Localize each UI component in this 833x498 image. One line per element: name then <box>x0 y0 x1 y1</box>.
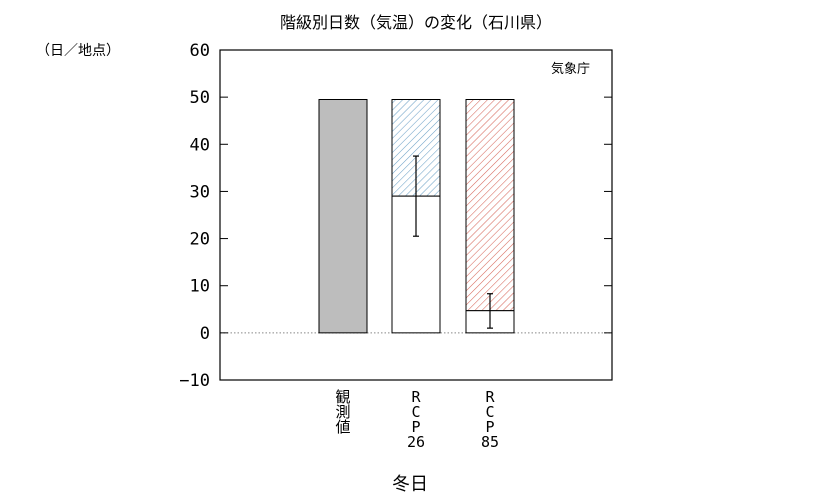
plot-frame <box>219 49 613 381</box>
bar-observed <box>318 99 368 334</box>
x-category-label: 観 <box>335 388 350 406</box>
x-category-label: C <box>485 403 494 421</box>
x-category-label: 測 <box>335 403 350 421</box>
x-category-label: 85 <box>481 433 499 451</box>
chart-title: 階級別日数（気温）の変化（石川県） <box>280 13 552 32</box>
x-category-label: R <box>485 388 495 406</box>
y-tick-label: 60 <box>190 41 210 61</box>
x-category-label: P <box>485 418 494 436</box>
y-tick-label: 20 <box>190 230 210 250</box>
bar-decrease-hatched <box>465 99 515 312</box>
y-tick-label: 50 <box>190 88 210 108</box>
y-tick-label: 10 <box>190 277 210 297</box>
x-category-label: 値 <box>335 418 350 436</box>
y-tick-label: 40 <box>190 135 210 155</box>
x-category-label: C <box>411 403 420 421</box>
x-category-label: R <box>411 388 421 406</box>
x-category-label: P <box>411 418 420 436</box>
credit-label: 気象庁 <box>551 61 590 77</box>
y-tick-label: −10 <box>179 371 210 391</box>
y-tick-label: 30 <box>190 182 210 202</box>
y-axis-unit-label: （日／地点） <box>36 43 120 59</box>
x-category-label: 26 <box>407 433 425 451</box>
y-tick-label: 0 <box>200 324 210 344</box>
x-axis-label: 冬日 <box>392 474 428 495</box>
